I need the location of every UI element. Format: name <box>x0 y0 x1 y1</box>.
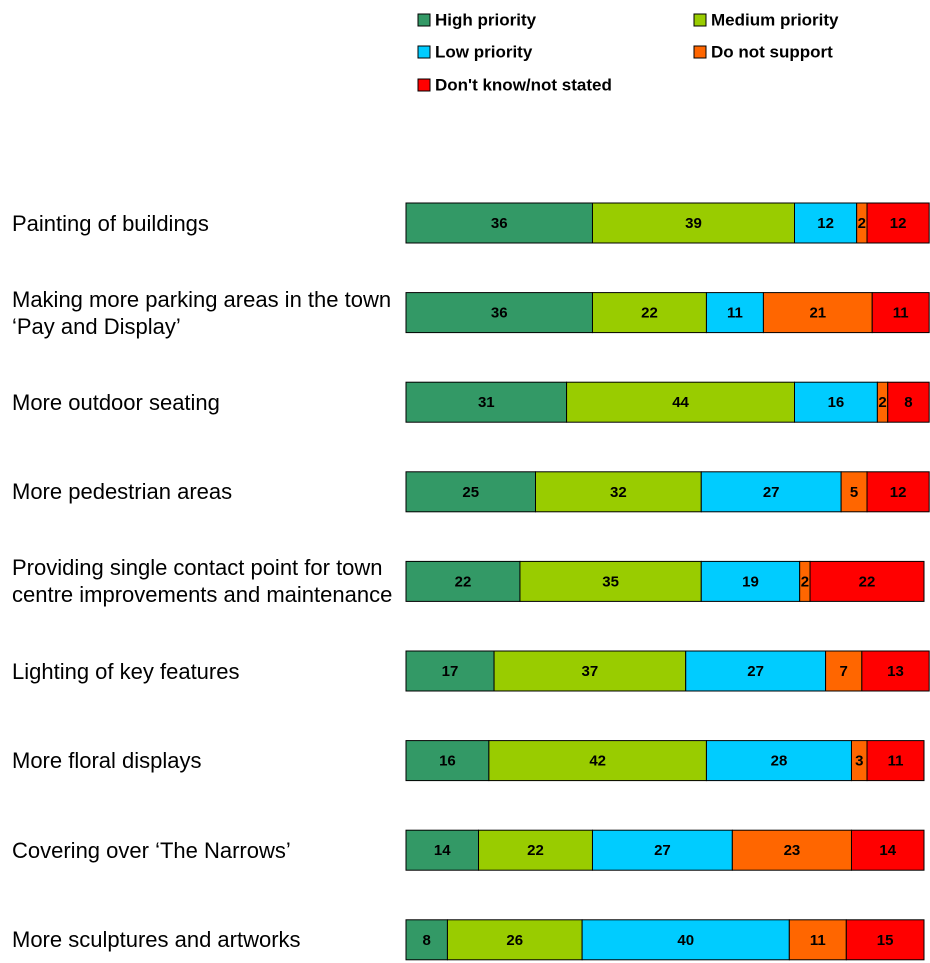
legend-swatch <box>693 45 707 59</box>
data-label: 22 <box>455 573 472 590</box>
category-label: More pedestrian areas <box>12 479 233 505</box>
data-label: 28 <box>771 753 788 770</box>
legend-swatch <box>417 45 431 59</box>
bar-segment <box>731 829 852 871</box>
data-label: 5 <box>850 484 858 501</box>
legend-label: Do not support <box>711 42 833 61</box>
legend-swatch <box>417 13 431 27</box>
bar-segment <box>861 650 930 692</box>
legend-label: Medium priority <box>711 10 839 29</box>
category-label: Providing single contact point for town … <box>12 555 393 608</box>
bar-segment <box>866 202 930 244</box>
bar-segment <box>446 919 583 961</box>
bar-segment <box>405 650 495 692</box>
data-label: 19 <box>742 573 759 590</box>
data-label: 2 <box>801 573 809 590</box>
bar-segment <box>488 740 707 782</box>
bar-segment <box>493 650 687 692</box>
bar-segment <box>591 202 795 244</box>
bar-segment <box>850 829 925 871</box>
category-label: Making more parking areas in the town ‘P… <box>12 286 392 339</box>
data-label: 40 <box>677 932 694 949</box>
category-label: More sculptures and artworks <box>12 927 301 953</box>
data-label: 22 <box>859 573 876 590</box>
bar-segment <box>762 292 873 334</box>
legend-label: Low priority <box>435 42 533 61</box>
data-label: 12 <box>890 484 907 501</box>
category-label: Painting of buildings <box>12 210 209 236</box>
data-label: 16 <box>828 394 845 411</box>
data-label: 42 <box>589 753 606 770</box>
data-label: 37 <box>582 663 599 680</box>
data-label: 35 <box>602 573 619 590</box>
data-label: 11 <box>893 305 909 322</box>
data-label: 2 <box>878 394 886 411</box>
bar-segment <box>405 919 448 961</box>
data-label: 27 <box>747 663 764 680</box>
bar-segment <box>845 919 925 961</box>
data-label: 21 <box>809 305 826 322</box>
data-label: 22 <box>527 842 544 859</box>
data-label: 7 <box>840 663 848 680</box>
data-label: 22 <box>641 305 658 322</box>
category-label: More floral displays <box>12 748 202 774</box>
data-label: 12 <box>817 215 834 232</box>
bar-segment <box>866 740 925 782</box>
bar-segment <box>478 829 593 871</box>
data-label: 31 <box>478 394 495 411</box>
data-label: 11 <box>888 753 904 770</box>
data-label: 14 <box>434 842 451 859</box>
legend-swatch <box>693 13 707 27</box>
data-label: 27 <box>654 842 671 859</box>
bar-segment <box>700 560 801 602</box>
legend-label: High priority <box>435 10 537 29</box>
category-label: More outdoor seating <box>12 389 220 415</box>
data-label: 23 <box>784 842 801 859</box>
bar-segment <box>809 560 925 602</box>
legend-swatch <box>417 78 431 92</box>
bar-segment <box>405 829 480 871</box>
data-label: 11 <box>727 305 743 322</box>
data-label: 26 <box>506 932 523 949</box>
data-label: 32 <box>610 484 627 501</box>
category-label: Covering over ‘The Narrows’ <box>12 837 291 863</box>
data-label: 36 <box>491 215 508 232</box>
bar-segment <box>405 560 521 602</box>
data-label: 13 <box>887 663 904 680</box>
bar-segment <box>705 740 852 782</box>
bar-segment <box>887 381 930 423</box>
data-label: 39 <box>685 215 702 232</box>
data-label: 12 <box>890 215 907 232</box>
bar-segment <box>405 471 536 513</box>
bar-segment <box>591 292 707 334</box>
bar-segment <box>788 919 847 961</box>
bar-segment <box>405 202 593 244</box>
data-label: 16 <box>439 753 456 770</box>
bar-segment <box>591 829 733 871</box>
data-label: 11 <box>810 932 826 949</box>
bar-segment <box>866 471 930 513</box>
bar-segment <box>405 292 593 334</box>
bar-segment <box>871 292 930 334</box>
data-label: 14 <box>879 842 896 859</box>
data-label: 17 <box>442 663 459 680</box>
data-label: 8 <box>904 394 912 411</box>
data-label: 44 <box>672 394 689 411</box>
legend-label: Don't know/not stated <box>435 75 612 94</box>
data-label: 25 <box>462 484 479 501</box>
data-label: 3 <box>855 753 863 770</box>
data-label: 15 <box>877 932 894 949</box>
data-label: 36 <box>491 305 508 322</box>
bar-segment <box>566 381 796 423</box>
data-label: 8 <box>423 932 431 949</box>
bar-segment <box>581 919 790 961</box>
data-label: 27 <box>763 484 780 501</box>
data-label: 2 <box>858 215 866 232</box>
bar-segment <box>840 471 868 513</box>
bar-segment <box>405 381 568 423</box>
category-label: Lighting of key features <box>12 658 240 684</box>
